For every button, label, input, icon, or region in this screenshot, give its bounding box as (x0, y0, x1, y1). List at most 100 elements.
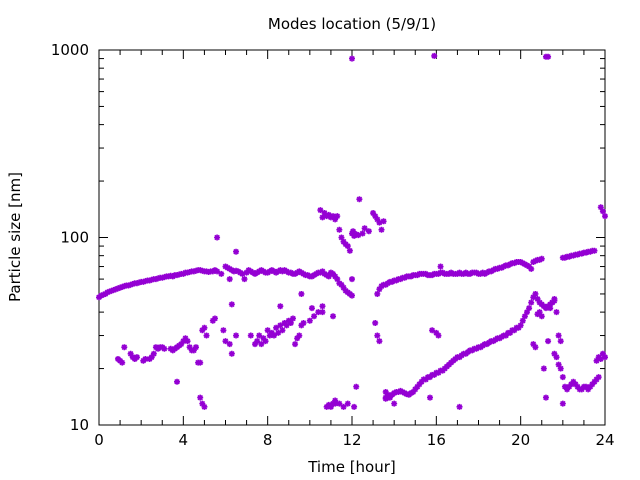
data-point (334, 276, 341, 283)
data-point (418, 378, 425, 385)
data-point (538, 255, 545, 262)
data-point (247, 332, 254, 339)
data-point (239, 270, 246, 277)
data-point (184, 338, 191, 345)
data-point (197, 394, 204, 401)
data-point (378, 226, 385, 233)
data-point (433, 329, 440, 336)
data-point (570, 378, 577, 385)
data-point (530, 294, 537, 301)
data-point (427, 394, 434, 401)
data-point (340, 403, 347, 410)
data-point (583, 383, 590, 390)
data-point (349, 230, 355, 237)
data-point (412, 386, 419, 393)
data-point (589, 381, 596, 388)
data-point (351, 403, 358, 410)
data-point (289, 315, 296, 322)
y-tick-label: 100 (60, 229, 89, 247)
data-point (349, 292, 355, 299)
data-point (174, 378, 181, 385)
data-point (133, 354, 140, 361)
data-point (330, 213, 337, 220)
data-point (268, 329, 275, 336)
data-point (180, 338, 187, 345)
data-point (311, 313, 318, 320)
data-point (279, 327, 286, 334)
data-point (211, 315, 218, 322)
data-point (568, 381, 575, 388)
data-point (583, 249, 590, 256)
data-point (456, 403, 463, 410)
data-point (431, 52, 438, 59)
data-point (330, 270, 337, 277)
data-point (260, 335, 267, 342)
data-point (332, 400, 339, 407)
data-point (591, 247, 598, 254)
data-point (186, 344, 193, 351)
data-point (538, 313, 545, 320)
data-point (526, 305, 533, 312)
data-point (336, 226, 343, 233)
data-point (277, 303, 284, 310)
data-point (258, 341, 265, 348)
x-tick-label: 16 (427, 431, 446, 449)
data-point (532, 290, 539, 297)
data-point (241, 276, 248, 283)
data-point (344, 243, 351, 250)
data-point (340, 284, 347, 291)
data-point (557, 365, 564, 372)
data-point (521, 313, 528, 320)
data-point (559, 374, 566, 381)
data-point (287, 319, 294, 326)
data-point (201, 403, 208, 410)
data-point (502, 332, 509, 339)
data-point (294, 335, 301, 342)
chart-title: Modes location (5/9/1) (268, 15, 436, 33)
data-point (517, 322, 524, 329)
data-point (572, 381, 579, 388)
data-point (254, 338, 261, 345)
data-point (264, 327, 271, 334)
data-point (382, 388, 389, 395)
data-point (349, 55, 355, 62)
data-point (540, 365, 547, 372)
data-point (226, 341, 233, 348)
data-point (602, 354, 608, 361)
x-tick-label: 12 (342, 431, 361, 449)
data-point (384, 391, 391, 398)
x-tick-label: 24 (595, 431, 614, 449)
data-point (386, 394, 393, 401)
data-point (414, 383, 421, 390)
data-point (100, 291, 107, 298)
data-point (355, 232, 362, 239)
data-point (374, 290, 381, 297)
data-point (391, 400, 398, 407)
data-point (338, 234, 345, 241)
data-point (182, 335, 189, 342)
data-point (332, 216, 339, 223)
data-point (511, 327, 518, 334)
data-point (370, 210, 377, 217)
data-point (361, 225, 368, 232)
data-point (410, 388, 417, 395)
data-point (256, 332, 263, 339)
data-point (330, 313, 337, 320)
data-point (214, 234, 221, 241)
data-point (542, 394, 549, 401)
data-point (300, 319, 307, 326)
data-point (220, 327, 227, 334)
data-point (422, 376, 429, 383)
data-point (553, 354, 560, 361)
data-point (127, 350, 134, 357)
data-point (587, 248, 594, 255)
data-point (365, 228, 372, 235)
y-tick-label: 1000 (51, 41, 89, 59)
data-point (551, 295, 558, 302)
data-point (532, 344, 539, 351)
data-point (319, 214, 326, 221)
data-point (218, 270, 225, 277)
data-point (222, 338, 229, 345)
data-point (534, 295, 541, 302)
data-point (150, 350, 157, 357)
